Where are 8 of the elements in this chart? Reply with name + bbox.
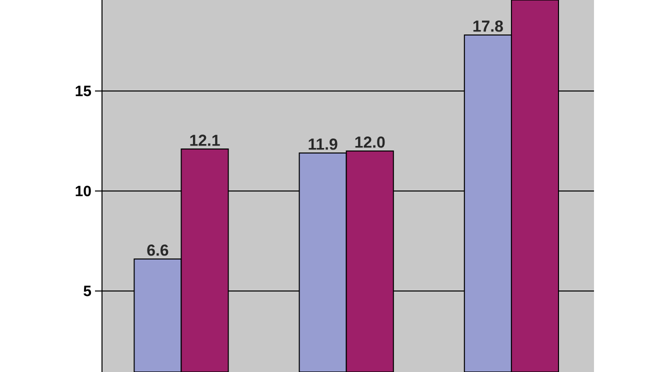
data-label: 6.6 [147, 244, 168, 256]
data-label: 12.1 [190, 134, 220, 146]
y-tick-label: 10 [76, 186, 91, 196]
data-label: 12.0 [355, 136, 385, 148]
data-label: 11.9 [308, 138, 338, 150]
data-label: 17.8 [473, 20, 503, 32]
y-tick-label: 5 [84, 286, 92, 296]
y-tick-label: 15 [76, 86, 92, 96]
